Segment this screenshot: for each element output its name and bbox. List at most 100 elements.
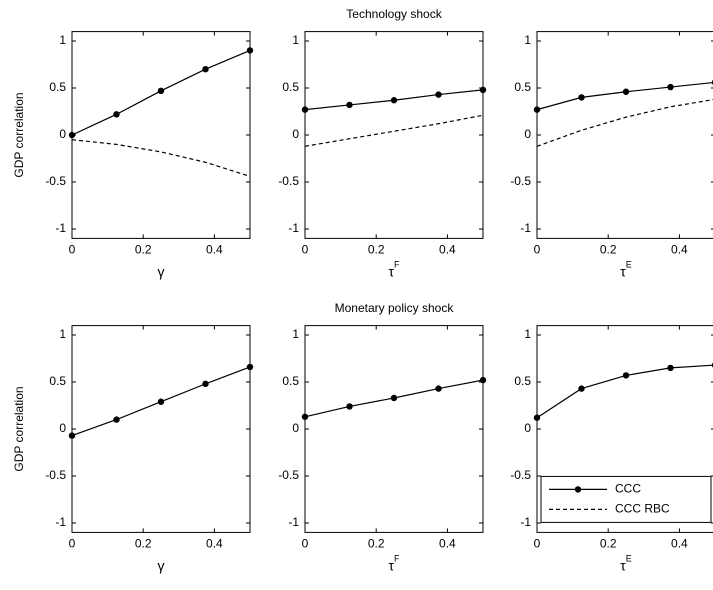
y-tick-label: 0 — [59, 127, 66, 141]
x-tick-label: 0 — [302, 243, 309, 257]
marker — [390, 97, 398, 104]
y-tick-label: -1 — [520, 221, 531, 235]
x-axis-superscript: E — [626, 260, 632, 270]
y-tick-label: -0.5 — [278, 468, 299, 482]
marker — [113, 416, 120, 423]
x-axis-symbol: γ — [158, 557, 165, 573]
y-tick-label: 0 — [59, 421, 66, 435]
y-tick-label: 1 — [292, 327, 299, 341]
x-tick-label: 0.4 — [206, 243, 223, 257]
x-axis-symbol: τ — [388, 263, 394, 279]
marker — [346, 101, 353, 109]
x-tick-label: 0.2 — [368, 243, 385, 257]
x-axis-label: γ — [158, 557, 165, 573]
x-axis-symbol: τ — [388, 557, 394, 573]
x-tick-label: 0 — [302, 537, 309, 551]
marker — [246, 47, 254, 54]
y-tick-label: -0.5 — [45, 174, 66, 188]
y-tick-label: 0.5 — [49, 374, 66, 388]
y-tick-label: 0.5 — [514, 80, 531, 94]
marker — [390, 394, 398, 402]
y-tick-label: 0.5 — [514, 374, 531, 388]
x-tick-label: 0.4 — [439, 243, 456, 257]
y-tick-label: -0.5 — [45, 468, 66, 482]
series-line — [536, 99, 713, 147]
y-tick-label: -1 — [288, 221, 299, 235]
marker — [667, 364, 674, 372]
marker — [622, 88, 630, 95]
y-axis-label: GDP correlation — [12, 386, 26, 471]
panel-title: Technology shock — [346, 7, 442, 21]
y-tick-label: 1 — [524, 33, 531, 47]
marker — [157, 398, 165, 405]
x-axis-label: τE — [620, 554, 632, 573]
marker — [301, 413, 309, 420]
marker — [246, 363, 254, 371]
marker — [435, 91, 442, 98]
y-tick-label: -1 — [55, 221, 66, 235]
y-tick-label: 0.5 — [49, 80, 66, 94]
marker — [202, 66, 209, 73]
axes-frame — [536, 31, 713, 239]
marker — [157, 87, 165, 95]
marker — [578, 385, 585, 392]
y-axis-label: GDP correlation — [12, 92, 26, 177]
x-tick-label: 0.2 — [368, 537, 385, 551]
x-tick-label: 0 — [534, 243, 541, 257]
axes-frame — [304, 325, 484, 533]
y-tick-label: 0 — [292, 127, 299, 141]
y-tick-label: 0 — [524, 421, 531, 435]
x-axis-symbol: τ — [620, 263, 626, 279]
axes-frame — [71, 31, 251, 239]
y-tick-label: -1 — [520, 515, 531, 529]
x-axis-label: τE — [620, 260, 632, 279]
marker — [202, 380, 209, 388]
x-axis-superscript: F — [394, 260, 400, 270]
x-tick-label: 0.2 — [135, 243, 152, 257]
y-tick-label: -1 — [288, 515, 299, 529]
y-tick-label: 1 — [59, 33, 66, 47]
x-axis-label: τF — [388, 260, 400, 279]
x-axis-superscript: F — [394, 554, 400, 564]
y-tick-label: 0.5 — [282, 374, 299, 388]
x-axis-label: τF — [388, 554, 400, 573]
y-tick-label: 1 — [292, 33, 299, 47]
x-tick-label: 0.4 — [671, 537, 688, 551]
y-tick-label: 1 — [59, 327, 66, 341]
axes-frame — [304, 31, 484, 239]
y-tick-label: -0.5 — [278, 174, 299, 188]
marker — [533, 106, 541, 113]
x-tick-label: 0.2 — [600, 537, 617, 551]
x-tick-label: 0.4 — [206, 537, 223, 551]
x-axis-superscript: E — [626, 554, 632, 564]
y-tick-label: -0.5 — [510, 174, 531, 188]
x-tick-label: 0.4 — [671, 243, 688, 257]
marker — [346, 403, 353, 410]
marker — [667, 83, 674, 91]
marker — [435, 385, 442, 392]
axes-frame — [71, 325, 251, 533]
series-line — [71, 139, 251, 177]
y-tick-label: -0.5 — [510, 468, 531, 482]
legend-label: CCC RBC — [615, 502, 670, 516]
x-tick-label: 0.2 — [135, 537, 152, 551]
marker — [301, 106, 309, 113]
marker — [479, 376, 487, 384]
marker — [578, 94, 585, 101]
y-tick-label: 1 — [524, 327, 531, 341]
x-tick-label: 0 — [69, 243, 76, 257]
x-axis-symbol: τ — [620, 557, 626, 573]
marker — [68, 131, 76, 139]
x-tick-label: 0 — [69, 537, 76, 551]
panel-title: Monetary policy shock — [335, 301, 455, 315]
legend-label: CCC — [615, 482, 641, 496]
marker — [68, 432, 76, 439]
x-axis-label: γ — [158, 263, 165, 279]
marker — [533, 414, 541, 421]
y-tick-label: 0.5 — [282, 80, 299, 94]
marker — [622, 372, 630, 379]
legend-marker — [574, 486, 582, 493]
x-tick-label: 0.2 — [600, 243, 617, 257]
marker — [113, 111, 120, 118]
series-line — [536, 81, 713, 111]
